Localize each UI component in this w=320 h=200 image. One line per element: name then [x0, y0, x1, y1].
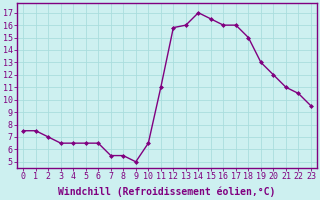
X-axis label: Windchill (Refroidissement éolien,°C): Windchill (Refroidissement éolien,°C): [58, 187, 276, 197]
